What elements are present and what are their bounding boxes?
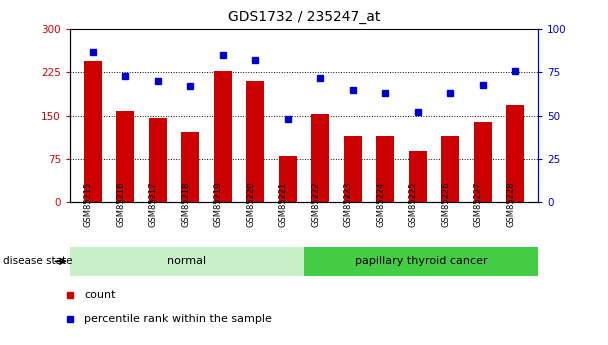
Bar <box>441 136 459 202</box>
Bar <box>506 105 524 202</box>
Text: percentile rank within the sample: percentile rank within the sample <box>84 314 272 324</box>
Text: count: count <box>84 290 116 300</box>
Bar <box>70 247 304 276</box>
Bar <box>304 247 538 276</box>
Bar <box>409 151 427 202</box>
Text: GSM85225: GSM85225 <box>409 181 418 227</box>
Text: GSM85224: GSM85224 <box>376 181 385 227</box>
Bar <box>474 122 492 202</box>
Bar <box>84 61 102 202</box>
Text: GSM85223: GSM85223 <box>344 181 353 227</box>
Text: GSM85218: GSM85218 <box>181 181 190 227</box>
Text: disease state: disease state <box>3 256 72 266</box>
Bar <box>149 118 167 202</box>
Text: GDS1732 / 235247_at: GDS1732 / 235247_at <box>228 10 380 24</box>
Bar <box>246 81 264 202</box>
Text: GSM85222: GSM85222 <box>311 181 320 227</box>
Bar <box>181 132 199 202</box>
Bar <box>214 71 232 202</box>
Text: GSM85215: GSM85215 <box>84 181 92 227</box>
Text: normal: normal <box>167 256 207 266</box>
Bar <box>116 111 134 202</box>
Text: GSM85217: GSM85217 <box>149 181 157 227</box>
Bar <box>311 114 329 202</box>
Bar <box>344 136 362 202</box>
Text: GSM85227: GSM85227 <box>474 181 483 227</box>
Text: papillary thyroid cancer: papillary thyroid cancer <box>354 256 488 266</box>
Bar <box>376 136 394 202</box>
Text: GSM85226: GSM85226 <box>441 181 451 227</box>
Bar <box>279 156 297 202</box>
Text: GSM85220: GSM85220 <box>246 181 255 227</box>
Text: GSM85216: GSM85216 <box>116 181 125 227</box>
Text: GSM85228: GSM85228 <box>506 181 516 227</box>
Text: GSM85219: GSM85219 <box>214 181 223 227</box>
Text: GSM85221: GSM85221 <box>278 181 288 227</box>
